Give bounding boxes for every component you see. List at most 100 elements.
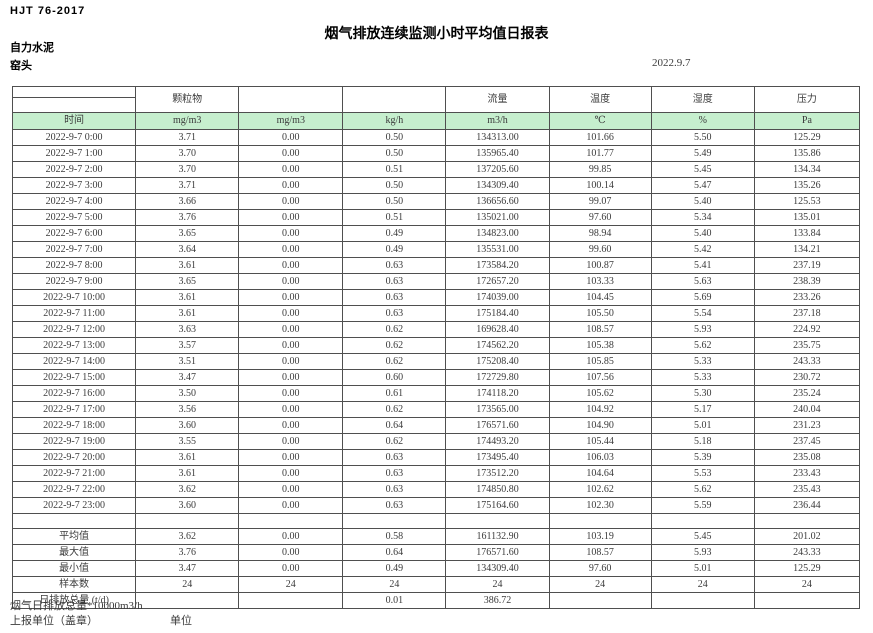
unit-kgh: kg/h xyxy=(342,112,447,130)
value-cell: 134.34 xyxy=(753,161,861,178)
time-cell: 2022-9-7 16:00 xyxy=(11,385,137,402)
time-cell: 2022-9-7 22:00 xyxy=(11,481,137,498)
value-cell: 3.57 xyxy=(135,337,240,354)
data-row: 2022-9-7 6:00 3.65 0.00 0.49 134823.00 98.94 5… xyxy=(11,225,861,242)
value-cell: 99.85 xyxy=(548,161,652,178)
value-cell: 0.64 xyxy=(342,544,447,561)
value-cell: 173512.20 xyxy=(445,465,550,482)
value-cell: 0.50 xyxy=(342,145,447,162)
value-cell: 5.93 xyxy=(650,544,755,561)
units-row: 时间 mg/m3 mg/m3 kg/h m3/h ℃ % Pa xyxy=(11,112,861,130)
unit-m3h: m3/h xyxy=(445,112,550,130)
value-cell: 0.00 xyxy=(238,289,344,306)
value-cell: 0.62 xyxy=(342,353,447,370)
time-cell: 2022-9-7 17:00 xyxy=(11,401,137,418)
value-cell: 0.00 xyxy=(238,433,344,450)
value-cell: 0.00 xyxy=(238,225,344,242)
data-row: 2022-9-7 1:00 3.70 0.00 0.50 135965.40 101.77… xyxy=(11,145,861,162)
value-cell: 3.76 xyxy=(135,209,240,226)
value-cell: 100.14 xyxy=(548,177,652,194)
value-cell: 3.62 xyxy=(135,528,240,545)
value-cell: 3.70 xyxy=(135,161,240,178)
value-cell: 5.63 xyxy=(650,273,755,290)
value-cell: 0.63 xyxy=(342,449,447,466)
value-cell: 3.61 xyxy=(135,257,240,274)
value-cell: 386.72 xyxy=(445,592,550,609)
value-cell: 235.24 xyxy=(753,385,861,402)
value-cell xyxy=(135,513,240,529)
value-cell: 3.66 xyxy=(135,193,240,210)
value-cell: 235.08 xyxy=(753,449,861,466)
col-group-humidity: 湿度 xyxy=(650,86,755,113)
value-cell xyxy=(445,513,550,529)
value-cell: 0.51 xyxy=(342,209,447,226)
value-cell: 5.42 xyxy=(650,241,755,258)
summary-row: 样本数 24 24 24 24 24 24 24 xyxy=(11,576,861,593)
data-row: 2022-9-7 18:00 3.60 0.00 0.64 176571.60 104.9… xyxy=(11,417,861,434)
value-cell: 235.75 xyxy=(753,337,861,354)
time-cell: 2022-9-7 6:00 xyxy=(11,225,137,242)
value-cell: 99.07 xyxy=(548,193,652,210)
value-cell: 104.90 xyxy=(548,417,652,434)
value-cell: 0.62 xyxy=(342,321,447,338)
value-cell xyxy=(548,592,652,609)
value-cell: 237.18 xyxy=(753,305,861,322)
value-cell: 3.51 xyxy=(135,353,240,370)
time-cell: 2022-9-7 19:00 xyxy=(11,433,137,450)
summary-label-cell: 样本数 xyxy=(11,576,137,593)
value-cell: 0.63 xyxy=(342,289,447,306)
time-cell: 2022-9-7 7:00 xyxy=(11,241,137,258)
value-cell: 5.01 xyxy=(650,560,755,577)
value-cell: 0.61 xyxy=(342,385,447,402)
value-cell: 5.49 xyxy=(650,145,755,162)
unit-pm-mgm3: mg/m3 xyxy=(135,112,240,130)
data-row: 2022-9-7 16:00 3.50 0.00 0.61 174118.20 105.6… xyxy=(11,385,861,402)
data-row: 2022-9-7 5:00 3.76 0.00 0.51 135021.00 97.60 5… xyxy=(11,209,861,226)
value-cell: 5.34 xyxy=(650,209,755,226)
report-table: 颗粒物 流量 温度 湿度 压力 时间 mg/m3 mg/m3 kg/h m3/h… xyxy=(11,86,861,609)
value-cell: 173584.20 xyxy=(445,257,550,274)
value-cell xyxy=(650,592,755,609)
data-row: 2022-9-7 9:00 3.65 0.00 0.63 172657.20 103.33… xyxy=(11,273,861,290)
time-cell: 2022-9-7 8:00 xyxy=(11,257,137,274)
value-cell xyxy=(650,513,755,529)
value-cell: 0.00 xyxy=(238,481,344,498)
value-cell: 233.26 xyxy=(753,289,861,306)
value-cell xyxy=(548,513,652,529)
value-cell: 0.00 xyxy=(238,449,344,466)
value-cell: 201.02 xyxy=(753,528,861,545)
value-cell: 0.63 xyxy=(342,497,447,514)
standard-number: HJT 76-2017 xyxy=(10,5,86,17)
value-cell: 0.63 xyxy=(342,481,447,498)
value-cell: 0.00 xyxy=(238,161,344,178)
value-cell: 105.38 xyxy=(548,337,652,354)
value-cell: 99.60 xyxy=(548,241,652,258)
summary-label-cell: 平均值 xyxy=(11,528,137,545)
col-group-pm: 颗粒物 xyxy=(135,86,240,113)
value-cell: 3.65 xyxy=(135,225,240,242)
data-row: 2022-9-7 8:00 3.61 0.00 0.63 173584.20 100.87… xyxy=(11,257,861,274)
data-row: 2022-9-7 23:00 3.60 0.00 0.63 175164.60 102.3… xyxy=(11,497,861,514)
data-row: 2022-9-7 19:00 3.55 0.00 0.62 174493.20 105.4… xyxy=(11,433,861,450)
value-cell: 173565.00 xyxy=(445,401,550,418)
value-cell xyxy=(753,513,861,529)
value-cell: 0.00 xyxy=(238,353,344,370)
time-cell: 2022-9-7 9:00 xyxy=(11,273,137,290)
value-cell: 0.00 xyxy=(238,177,344,194)
value-cell xyxy=(238,513,344,529)
value-cell: 237.45 xyxy=(753,433,861,450)
value-cell: 5.45 xyxy=(650,161,755,178)
value-cell: 0.63 xyxy=(342,273,447,290)
value-cell: 0.00 xyxy=(238,385,344,402)
value-cell: 175164.60 xyxy=(445,497,550,514)
value-cell: 3.63 xyxy=(135,321,240,338)
value-cell: 5.18 xyxy=(650,433,755,450)
value-cell: 3.60 xyxy=(135,417,240,434)
value-cell: 24 xyxy=(445,576,550,593)
value-cell: 24 xyxy=(650,576,755,593)
value-cell: 224.92 xyxy=(753,321,861,338)
time-cell: 2022-9-7 14:00 xyxy=(11,353,137,370)
value-cell: 0.00 xyxy=(238,544,344,561)
value-cell: 100.87 xyxy=(548,257,652,274)
